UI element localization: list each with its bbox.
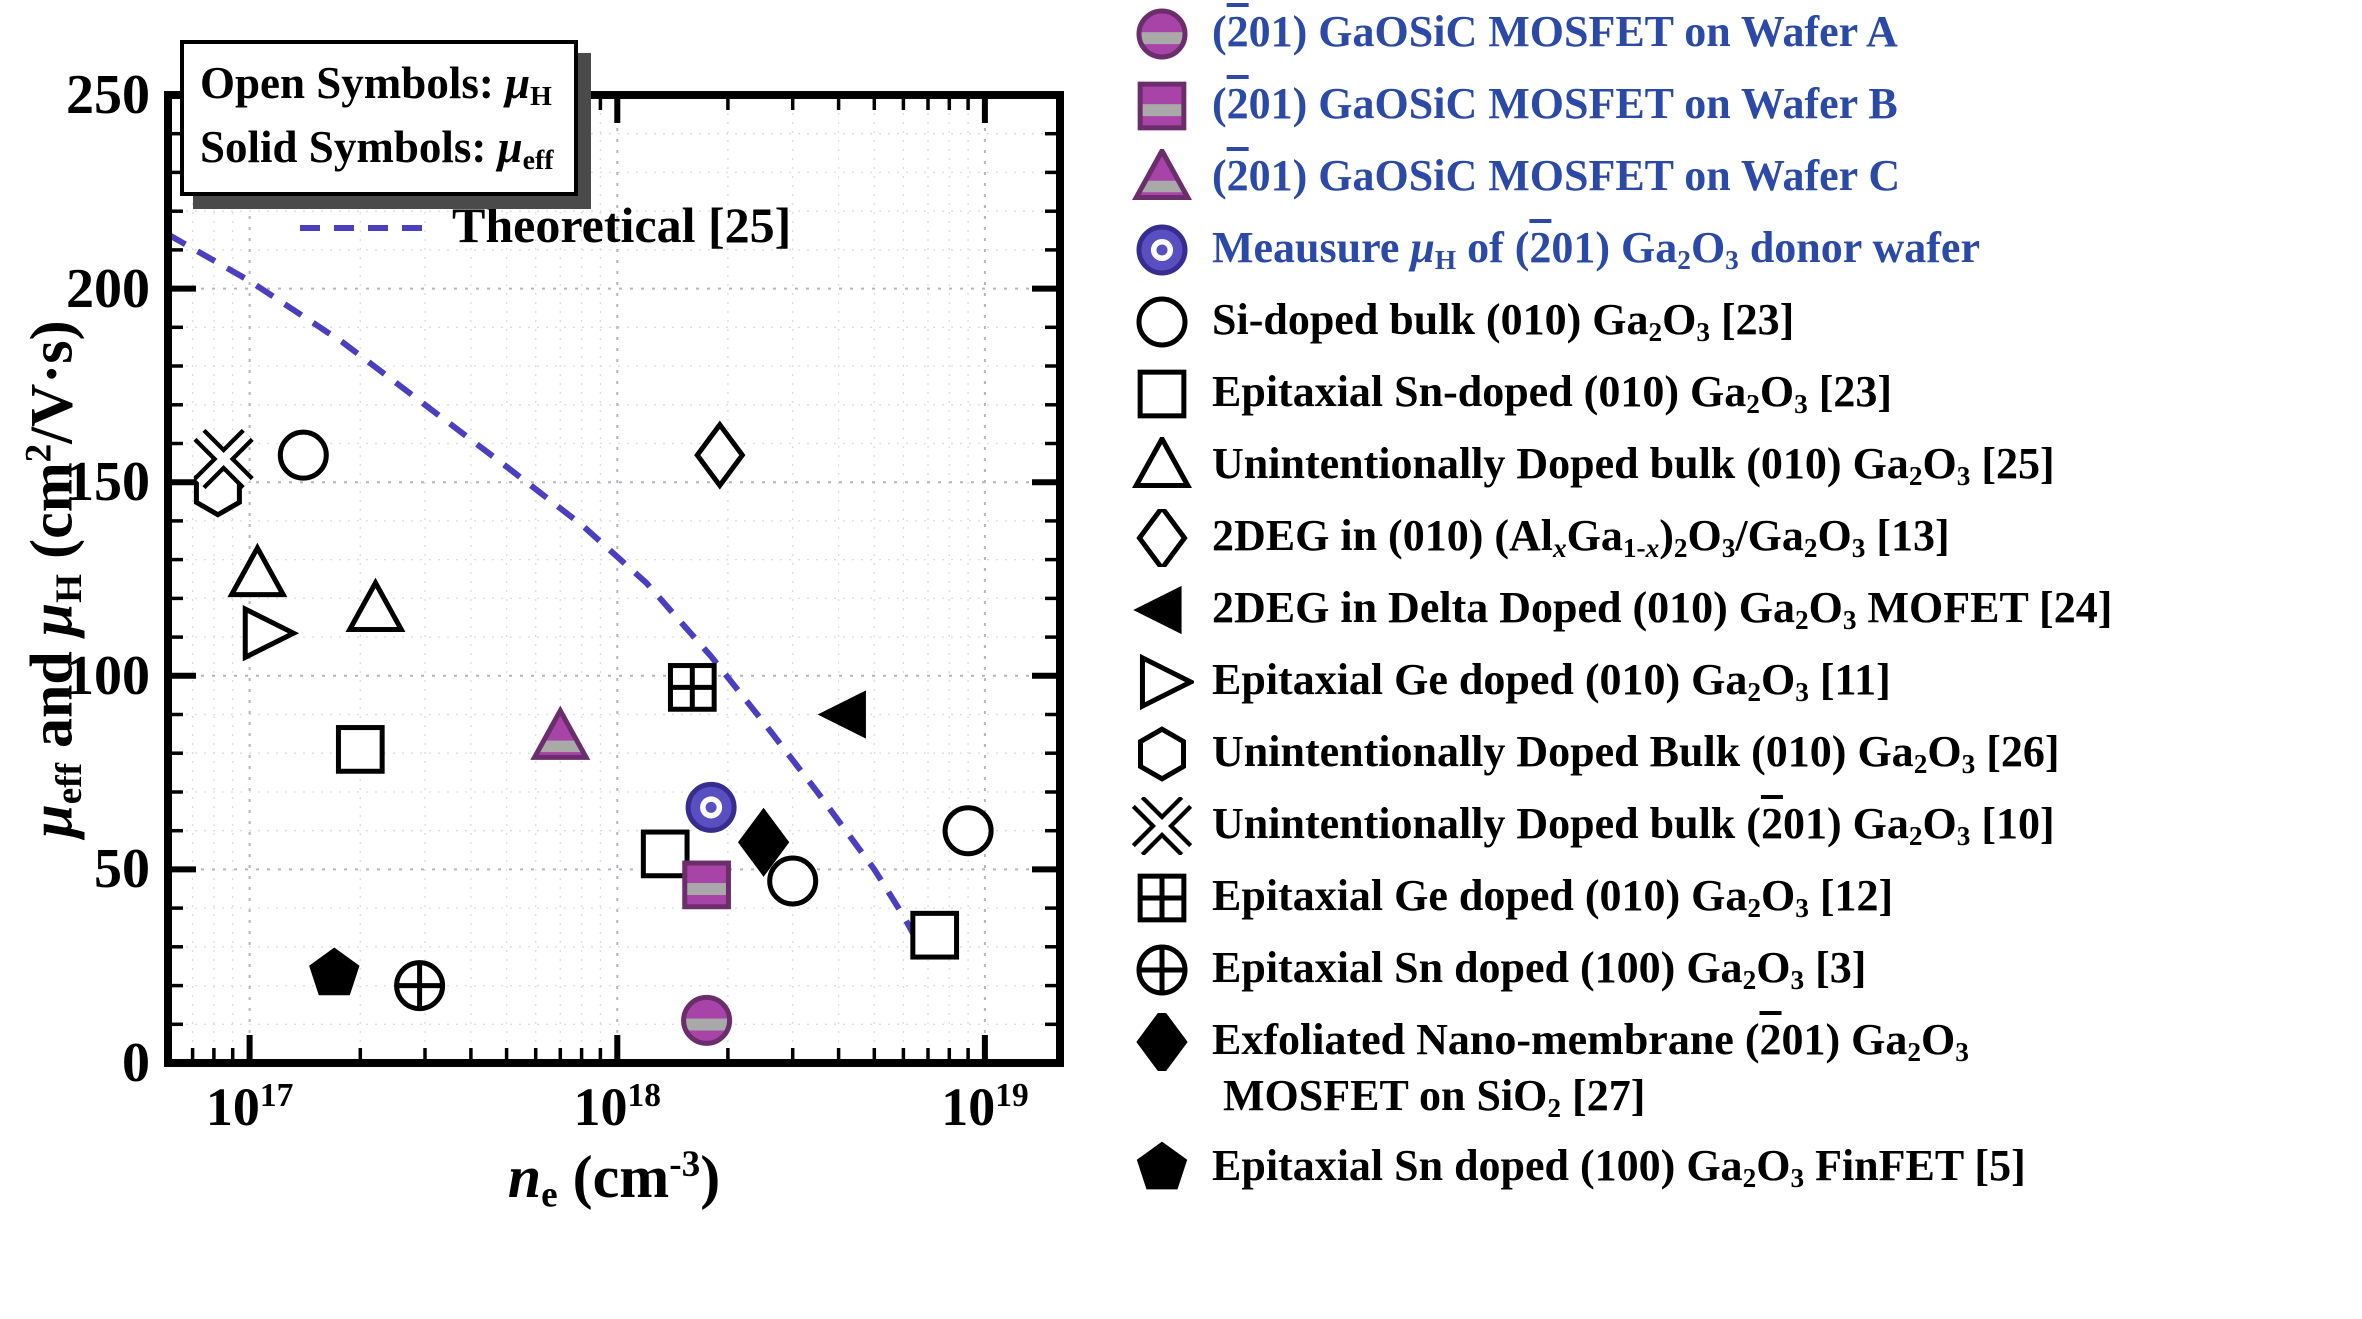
legend-label: Unintentionally Doped bulk (010) Ga2O3 […	[1212, 439, 2055, 491]
legend-item: Exfoliated Nano-membrane (201) Ga2O3 MOS…	[1126, 1012, 2358, 1125]
square-banded-icon	[1126, 76, 1198, 135]
marker-wafer-b	[682, 860, 731, 910]
legend-label: Meausure μH of (201) Ga2O3 donor wafer	[1212, 223, 1980, 275]
marker-sn-doped-epitaxial	[910, 910, 960, 960]
marker-wafer-a	[681, 994, 733, 1046]
x-tick-label: 1018	[573, 1077, 661, 1137]
legend-item: Unintentionally Doped Bulk (010) Ga2O3 […	[1126, 724, 2358, 783]
legend-label: Si-doped bulk (010) Ga2O3 [23]	[1212, 295, 1795, 347]
legend-label: Epitaxial Sn-doped (010) Ga2O3 [23]	[1212, 367, 1893, 419]
x-cross-icon	[1126, 796, 1198, 855]
legend-item: Epitaxial Sn doped (100) Ga2O3 [3]	[1126, 940, 2358, 999]
circle-plus-icon	[1126, 940, 1198, 999]
legend-label: (201) GaOSiC MOSFET on Wafer A	[1212, 7, 1898, 56]
y-tick-label-200: 200	[66, 257, 150, 320]
legend-item: Epitaxial Ge doped (010) Ga2O3 [12]	[1126, 868, 2358, 927]
marker-uid-bulk-010	[227, 542, 288, 598]
x-tick-label: 1017	[205, 1077, 294, 1137]
legend-item: (201) GaOSiC MOSFET on Wafer A	[1126, 4, 2358, 63]
square-open-icon	[1126, 364, 1198, 423]
legend-item: 2DEG in Delta Doped (010) Ga2O3 MOFET [2…	[1126, 580, 2358, 639]
y-tick-label-0: 0	[122, 1032, 150, 1094]
legend-item: Epitaxial Sn doped (100) Ga2O3 FinFET [5…	[1126, 1138, 2358, 1197]
legend-item: Unintentionally Doped bulk (010) Ga2O3 […	[1126, 436, 2358, 495]
diamond-solid-icon	[1126, 1012, 1198, 1071]
legend-label: (201) GaOSiC MOSFET on Wafer B	[1212, 79, 1898, 128]
legend-item: (201) GaOSiC MOSFET on Wafer B	[1126, 76, 2358, 135]
legend-label: Epitaxial Ge doped (010) Ga2O3 [12]	[1212, 871, 1894, 923]
theoretical-curve	[166, 225, 919, 941]
pentagon-solid-icon	[1126, 1138, 1198, 1197]
x-axis-title: ne (cm-3)	[507, 1144, 721, 1216]
legend-item: Epitaxial Ge doped (010) Ga2O3 [11]	[1126, 652, 2358, 711]
marker-si-doped-bulk	[277, 429, 329, 481]
diamond-open-icon	[1126, 508, 1198, 567]
square-plus-icon	[1126, 868, 1198, 927]
triangle-up-open-icon	[1126, 436, 1198, 495]
triangle-banded-icon	[1126, 148, 1198, 207]
legend-item: Si-doped bulk (010) Ga2O3 [23]	[1126, 292, 2358, 351]
legend-label: Epitaxial Sn doped (100) Ga2O3 FinFET [5…	[1212, 1140, 2026, 1193]
y-tick-label-250: 250	[66, 64, 150, 126]
triangle-right-open-icon	[1126, 652, 1198, 711]
legend-item: (201) GaOSiC MOSFET on Wafer C	[1126, 148, 2358, 207]
legend: (201) GaOSiC MOSFET on Wafer A (201) GaOS…	[1126, 4, 2358, 1197]
marker-exfoliated-nano-membrane	[737, 807, 790, 877]
marker-sn-doped-epitaxial	[640, 829, 690, 879]
circle-banded-icon	[1126, 4, 1198, 63]
legend-item: 2DEG in (010) (AlxGa1-x)2O3/Ga2O3 [13]	[1126, 508, 2358, 567]
circle-open-icon	[1126, 292, 1198, 351]
legend-label: 2DEG in Delta Doped (010) Ga2O3 MOFET [2…	[1212, 583, 2113, 635]
marker-2deg-delta-doped	[817, 690, 866, 739]
legend-item: Epitaxial Sn-doped (010) Ga2O3 [23]	[1126, 364, 2358, 423]
legend-label: Unintentionally Doped bulk (201) Ga2O3 […	[1212, 799, 2055, 851]
y-axis-title: μeff and μH (cm2/V·s)	[18, 320, 90, 838]
marker-ge-doped-010	[242, 605, 300, 662]
legend-label: 2DEG in (010) (AlxGa1-x)2O3/Ga2O3 [13]	[1212, 511, 1950, 563]
marker-si-doped-bulk	[942, 805, 994, 857]
solid-symbols-note: Solid Symbols: μeff	[200, 121, 554, 176]
scatter-plot	[164, 91, 1064, 1067]
legend-label: Epitaxial Ge doped (010) Ga2O3 [11]	[1212, 655, 1891, 707]
plot-frame	[164, 91, 1064, 1067]
marker-sn-doped-100	[394, 960, 446, 1012]
legend-label: Unintentionally Doped Bulk (010) Ga2O3 […	[1212, 727, 2060, 779]
marker-sn-doped-epitaxial	[335, 725, 385, 774]
circle-bullseye-icon	[1126, 220, 1198, 279]
legend-item: Meausure μH of (201) Ga2O3 donor wafer	[1126, 220, 2358, 279]
legend-label: Exfoliated Nano-membrane (201) Ga2O3 MOS…	[1212, 1015, 1969, 1124]
marker-donor-wafer	[685, 781, 737, 833]
marker-ge-doped-012	[667, 663, 717, 712]
legend-label: (201) GaOSiC MOSFET on Wafer C	[1212, 151, 1901, 200]
x-tick-label: 1019	[941, 1077, 1029, 1137]
theoretical-curve-label: Theoretical [25]	[452, 197, 792, 253]
legend-label: Epitaxial Sn doped (100) Ga2O3 [3]	[1212, 943, 1867, 995]
y-tick-label-50: 50	[94, 838, 150, 901]
marker-2deg-algao	[694, 420, 746, 490]
marker-uid-bulk-201	[193, 428, 254, 490]
open-symbols-note: Open Symbols: μH	[200, 58, 552, 112]
y-tick-label-150: 150	[66, 451, 150, 514]
triangle-left-solid-icon	[1126, 580, 1198, 639]
marker-wafer-c	[530, 705, 591, 760]
hexagon-open-icon	[1126, 724, 1198, 783]
marker-finfet	[309, 947, 360, 996]
legend-item: Unintentionally Doped bulk (201) Ga2O3 […	[1126, 796, 2358, 855]
marker-uid-bulk-010	[345, 577, 406, 633]
marker-si-doped-bulk	[767, 855, 819, 907]
symbols-note-box: Open Symbols: μH Solid Symbols: μeff	[180, 40, 578, 196]
y-tick-label-100: 100	[66, 644, 150, 707]
